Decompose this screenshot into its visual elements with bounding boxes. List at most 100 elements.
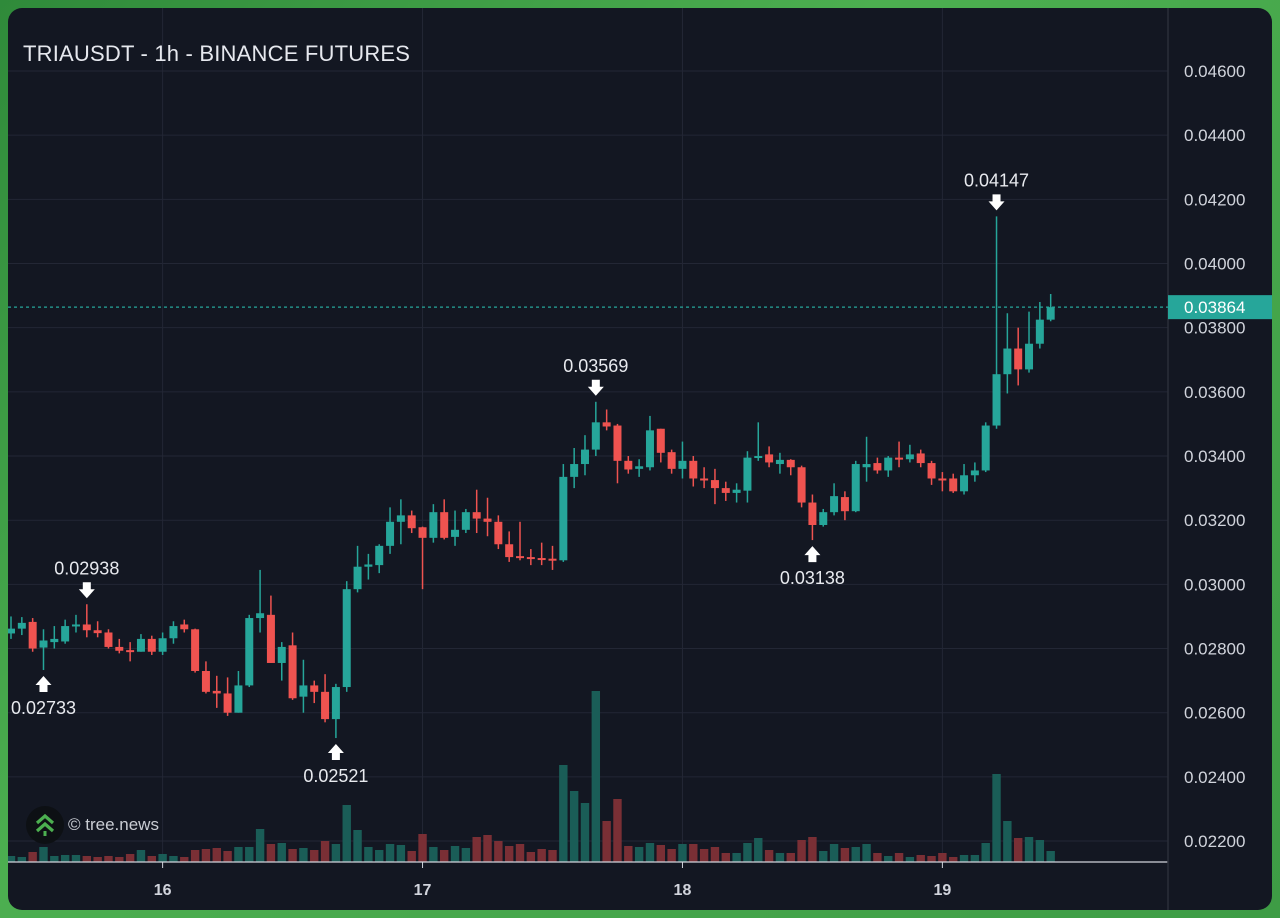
- volume-bar: [678, 844, 687, 862]
- y-tick-label: 0.04600: [1184, 62, 1245, 81]
- candle-body: [136, 638, 145, 652]
- candle-body: [50, 638, 59, 643]
- arrow-down-icon: [587, 379, 604, 396]
- volume-bar: [71, 855, 81, 862]
- candle-body: [1025, 343, 1034, 370]
- candle-body: [17, 622, 26, 629]
- candle-body: [808, 502, 817, 526]
- y-tick-label: 0.02400: [1184, 768, 1245, 787]
- volume-bar: [180, 857, 189, 862]
- candle: [331, 683, 340, 739]
- candle: [266, 595, 275, 663]
- y-tick-label: 0.02800: [1184, 640, 1245, 659]
- candle: [223, 677, 232, 716]
- volume-bar: [819, 851, 828, 862]
- candle: [830, 483, 839, 516]
- candle: [559, 464, 568, 562]
- candle: [472, 489, 481, 534]
- volume-bar: [320, 841, 330, 862]
- candle-body: [386, 521, 395, 546]
- candle-body: [689, 460, 698, 479]
- candle-body: [797, 467, 806, 503]
- volume-bar: [50, 856, 59, 862]
- volume-bar: [375, 850, 384, 862]
- arrow-down-icon: [988, 194, 1005, 211]
- annotation-label: 0.02733: [11, 698, 76, 718]
- candle-body: [678, 460, 687, 469]
- candle-body: [8, 628, 15, 634]
- candle: [158, 632, 167, 655]
- candle: [256, 569, 265, 633]
- volume-bar: [440, 850, 449, 862]
- volume-bar: [591, 691, 601, 862]
- x-tick-label: 16: [154, 882, 172, 899]
- candle-body: [981, 425, 990, 471]
- candle-body: [840, 497, 849, 512]
- volume-bar: [125, 854, 135, 862]
- candle: [1046, 293, 1055, 322]
- candle: [992, 216, 1001, 429]
- candle-body: [905, 454, 914, 460]
- candle-body: [310, 685, 319, 692]
- volume-bar: [764, 850, 774, 862]
- candle-body: [710, 480, 719, 489]
- candle-body: [429, 512, 438, 538]
- candle-body: [39, 640, 48, 648]
- candle-body: [765, 454, 774, 463]
- candle-body: [451, 529, 460, 537]
- volume-bar: [938, 853, 947, 862]
- arrow-down-icon: [78, 582, 95, 599]
- candle-body: [266, 614, 275, 663]
- candle: [819, 508, 828, 527]
- candle: [938, 472, 947, 492]
- candle-body: [743, 457, 752, 491]
- candle-body: [418, 527, 427, 538]
- candle: [981, 422, 990, 473]
- volume-bar: [385, 844, 395, 862]
- candle: [580, 435, 589, 476]
- candle-body: [559, 476, 568, 561]
- volume-bar: [429, 847, 438, 862]
- candle-body: [245, 618, 254, 686]
- candle: [656, 428, 665, 463]
- candle-body: [126, 650, 135, 653]
- volume-bar: [808, 837, 817, 862]
- volume-bar: [840, 848, 850, 862]
- volume-bar: [147, 856, 156, 862]
- candle: [136, 634, 145, 652]
- volume-bar: [494, 841, 503, 862]
- candle-body: [938, 478, 947, 481]
- volume-bar: [364, 847, 373, 862]
- volume-bar: [569, 791, 579, 862]
- candle: [884, 456, 893, 477]
- candle-body: [927, 463, 936, 479]
- chart-panel: 0.04600 0.04400 0.04200 0.04000 0.03800 0.036…: [8, 8, 1272, 910]
- last-price-badge: [1168, 295, 1272, 320]
- volume-bar: [266, 844, 276, 862]
- candle: [342, 581, 351, 692]
- y-tick-label: 0.03400: [1184, 447, 1245, 466]
- candle-body: [1014, 348, 1023, 370]
- candle: [147, 635, 156, 655]
- volume-bar: [396, 845, 406, 862]
- volume-bar: [17, 857, 27, 862]
- candle-body: [602, 422, 611, 427]
- volume-bar: [602, 821, 611, 862]
- candlestick-chart[interactable]: 0.04600 0.04400 0.04200 0.04000 0.03800 0.036…: [8, 8, 1272, 910]
- annotation-label: 0.02938: [54, 558, 119, 578]
- volume-bar: [136, 850, 146, 862]
- volume-bar: [613, 799, 622, 862]
- candle-body: [916, 453, 925, 464]
- candle: [602, 409, 611, 431]
- volume-bar: [710, 847, 720, 862]
- candle: [17, 617, 26, 636]
- candle-body: [775, 459, 784, 465]
- candle-body: [288, 645, 297, 699]
- candle-body: [851, 464, 860, 512]
- volume-bar: [1035, 840, 1045, 862]
- volume-bar: [277, 843, 286, 862]
- candle-body: [234, 685, 243, 713]
- volume-bar: [699, 849, 709, 862]
- candle-body: [635, 466, 644, 469]
- volume-bar: [245, 847, 254, 862]
